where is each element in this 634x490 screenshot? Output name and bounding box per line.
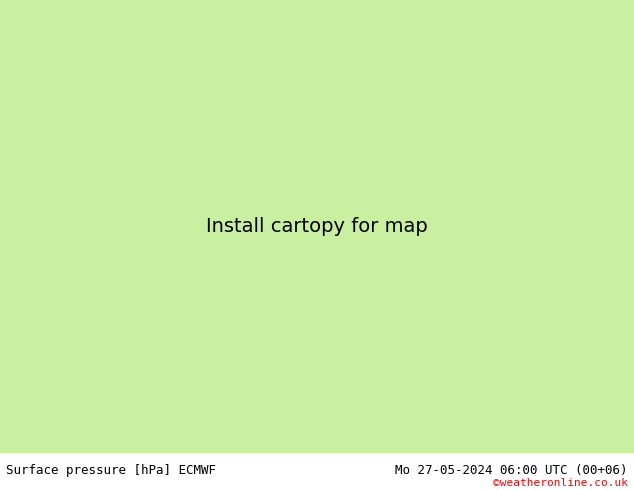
Text: ©weatheronline.co.uk: ©weatheronline.co.uk: [493, 478, 628, 488]
Text: Install cartopy for map: Install cartopy for map: [206, 217, 428, 236]
Text: Mo 27-05-2024 06:00 UTC (00+06): Mo 27-05-2024 06:00 UTC (00+06): [395, 464, 628, 477]
Text: Surface pressure [hPa] ECMWF: Surface pressure [hPa] ECMWF: [6, 464, 216, 477]
